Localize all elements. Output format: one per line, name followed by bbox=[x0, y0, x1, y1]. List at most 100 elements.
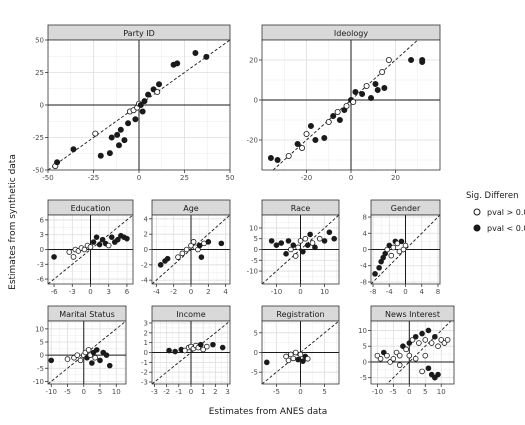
point-not-significant bbox=[402, 242, 409, 249]
y-tick-label: -5 bbox=[251, 257, 258, 265]
point-not-significant bbox=[363, 83, 370, 90]
point-not-significant bbox=[412, 355, 419, 362]
point-significant bbox=[381, 85, 388, 92]
panel-gender: Gender -8 -4 0 4 8 -8 -4 0 4 8 bbox=[360, 199, 441, 296]
point-significant bbox=[156, 81, 163, 88]
x-tick-label: -20 bbox=[301, 174, 312, 182]
x-tick-label: 10 bbox=[437, 388, 446, 396]
y-tick-label: 1 bbox=[144, 339, 148, 347]
point-not-significant bbox=[428, 340, 435, 346]
point-significant bbox=[408, 57, 415, 64]
x-tick-label: 4 bbox=[420, 288, 425, 296]
point-significant bbox=[307, 231, 313, 238]
x-tick-label: -5 bbox=[390, 388, 397, 396]
x-tick-label: 0 bbox=[407, 388, 411, 396]
point-significant bbox=[372, 271, 378, 277]
x-tick-label: 5 bbox=[423, 388, 427, 396]
y-tick-label: 10 bbox=[35, 325, 44, 333]
panel-border bbox=[370, 320, 455, 385]
point-significant bbox=[164, 255, 171, 262]
point-not-significant bbox=[390, 355, 397, 362]
x-tick-label: -10 bbox=[46, 388, 57, 396]
point-not-significant bbox=[283, 353, 289, 360]
plot-content-registration bbox=[262, 321, 339, 384]
point-significant bbox=[108, 134, 115, 141]
point-significant bbox=[103, 352, 110, 358]
y-tick-label: 0 bbox=[254, 349, 258, 357]
point-significant bbox=[203, 53, 210, 60]
point-significant bbox=[283, 251, 289, 257]
point-significant bbox=[192, 50, 199, 57]
strip-title-marital-status: Marital Status bbox=[59, 310, 115, 319]
y-tick-label: 2 bbox=[144, 231, 148, 239]
point-not-significant bbox=[390, 244, 397, 251]
point-significant bbox=[96, 241, 103, 248]
point-not-significant bbox=[406, 352, 413, 359]
point-significant bbox=[51, 254, 57, 260]
point-significant bbox=[321, 238, 328, 244]
y-tick-label: 0 bbox=[363, 246, 367, 254]
point-not-significant bbox=[285, 357, 292, 364]
x-tick-label: 25 bbox=[180, 174, 189, 182]
point-significant bbox=[108, 234, 115, 240]
plot-content-income bbox=[152, 321, 230, 384]
legend: Sig. Differen pval > 0.0 pval < 0.0 bbox=[466, 191, 525, 233]
x-tick-label: -3 bbox=[151, 388, 158, 396]
point-not-significant bbox=[105, 242, 112, 249]
y-tick-label: 3 bbox=[144, 319, 148, 327]
y-tick-label: -3 bbox=[37, 261, 44, 269]
point-significant bbox=[174, 60, 181, 67]
x-tick-label: 5 bbox=[322, 388, 326, 396]
identity-line bbox=[386, 321, 452, 384]
point-not-significant bbox=[388, 252, 395, 259]
y-tick-label: 8 bbox=[363, 214, 367, 222]
point-significant bbox=[264, 359, 270, 366]
point-significant bbox=[326, 229, 333, 236]
y-tick-label: 5 bbox=[363, 343, 367, 351]
y-tick-label: 2 bbox=[144, 329, 148, 337]
x-tick-label: -5 bbox=[273, 388, 280, 396]
point-significant bbox=[419, 59, 426, 66]
point-significant bbox=[124, 235, 130, 242]
plot-content-news-interest bbox=[371, 321, 454, 384]
point-significant bbox=[115, 142, 122, 149]
point-significant bbox=[312, 136, 319, 143]
x-tick-label: 0 bbox=[349, 174, 353, 182]
x-tick-label: 0 bbox=[189, 288, 193, 296]
point-significant bbox=[412, 333, 419, 340]
point-significant bbox=[268, 238, 275, 244]
x-tick-label: -10 bbox=[271, 288, 282, 296]
y-tick-label: -10 bbox=[247, 268, 258, 276]
point-not-significant bbox=[66, 249, 73, 255]
y-tick-label: 6 bbox=[40, 216, 45, 224]
x-tick-label: 8 bbox=[436, 288, 440, 296]
x-tick-label: 0 bbox=[403, 288, 407, 296]
legend-key-not-significant bbox=[473, 208, 481, 216]
point-significant bbox=[121, 137, 128, 144]
y-tick-label: -20 bbox=[247, 137, 258, 145]
point-not-significant bbox=[304, 355, 311, 362]
y-tick-label: -25 bbox=[33, 134, 44, 142]
point-not-significant bbox=[190, 239, 197, 245]
point-significant bbox=[97, 152, 104, 159]
x-tick-label: 10 bbox=[320, 288, 329, 296]
point-significant bbox=[294, 140, 301, 147]
point-not-significant bbox=[204, 343, 210, 350]
y-tick-label: 0 bbox=[144, 349, 148, 357]
panels: Party ID-50 -25 0 25 50-50-2502550Ideology-2… bbox=[33, 24, 455, 396]
y-tick-label: -5 bbox=[360, 374, 367, 382]
point-significant bbox=[300, 358, 306, 364]
point-significant bbox=[97, 357, 103, 364]
point-significant bbox=[352, 89, 359, 96]
point-significant bbox=[106, 150, 113, 157]
point-significant bbox=[336, 117, 343, 124]
point-significant bbox=[435, 371, 441, 378]
x-tick-label: 0 bbox=[189, 388, 193, 396]
legend-key-significant bbox=[473, 224, 481, 232]
point-significant bbox=[425, 365, 432, 372]
y-tick-label: -5 bbox=[37, 365, 44, 373]
x-axis-title: Estimates from ANES data bbox=[209, 407, 328, 417]
x-tick-label: 0 bbox=[298, 288, 302, 296]
point-not-significant bbox=[416, 340, 422, 346]
point-significant bbox=[93, 234, 100, 240]
